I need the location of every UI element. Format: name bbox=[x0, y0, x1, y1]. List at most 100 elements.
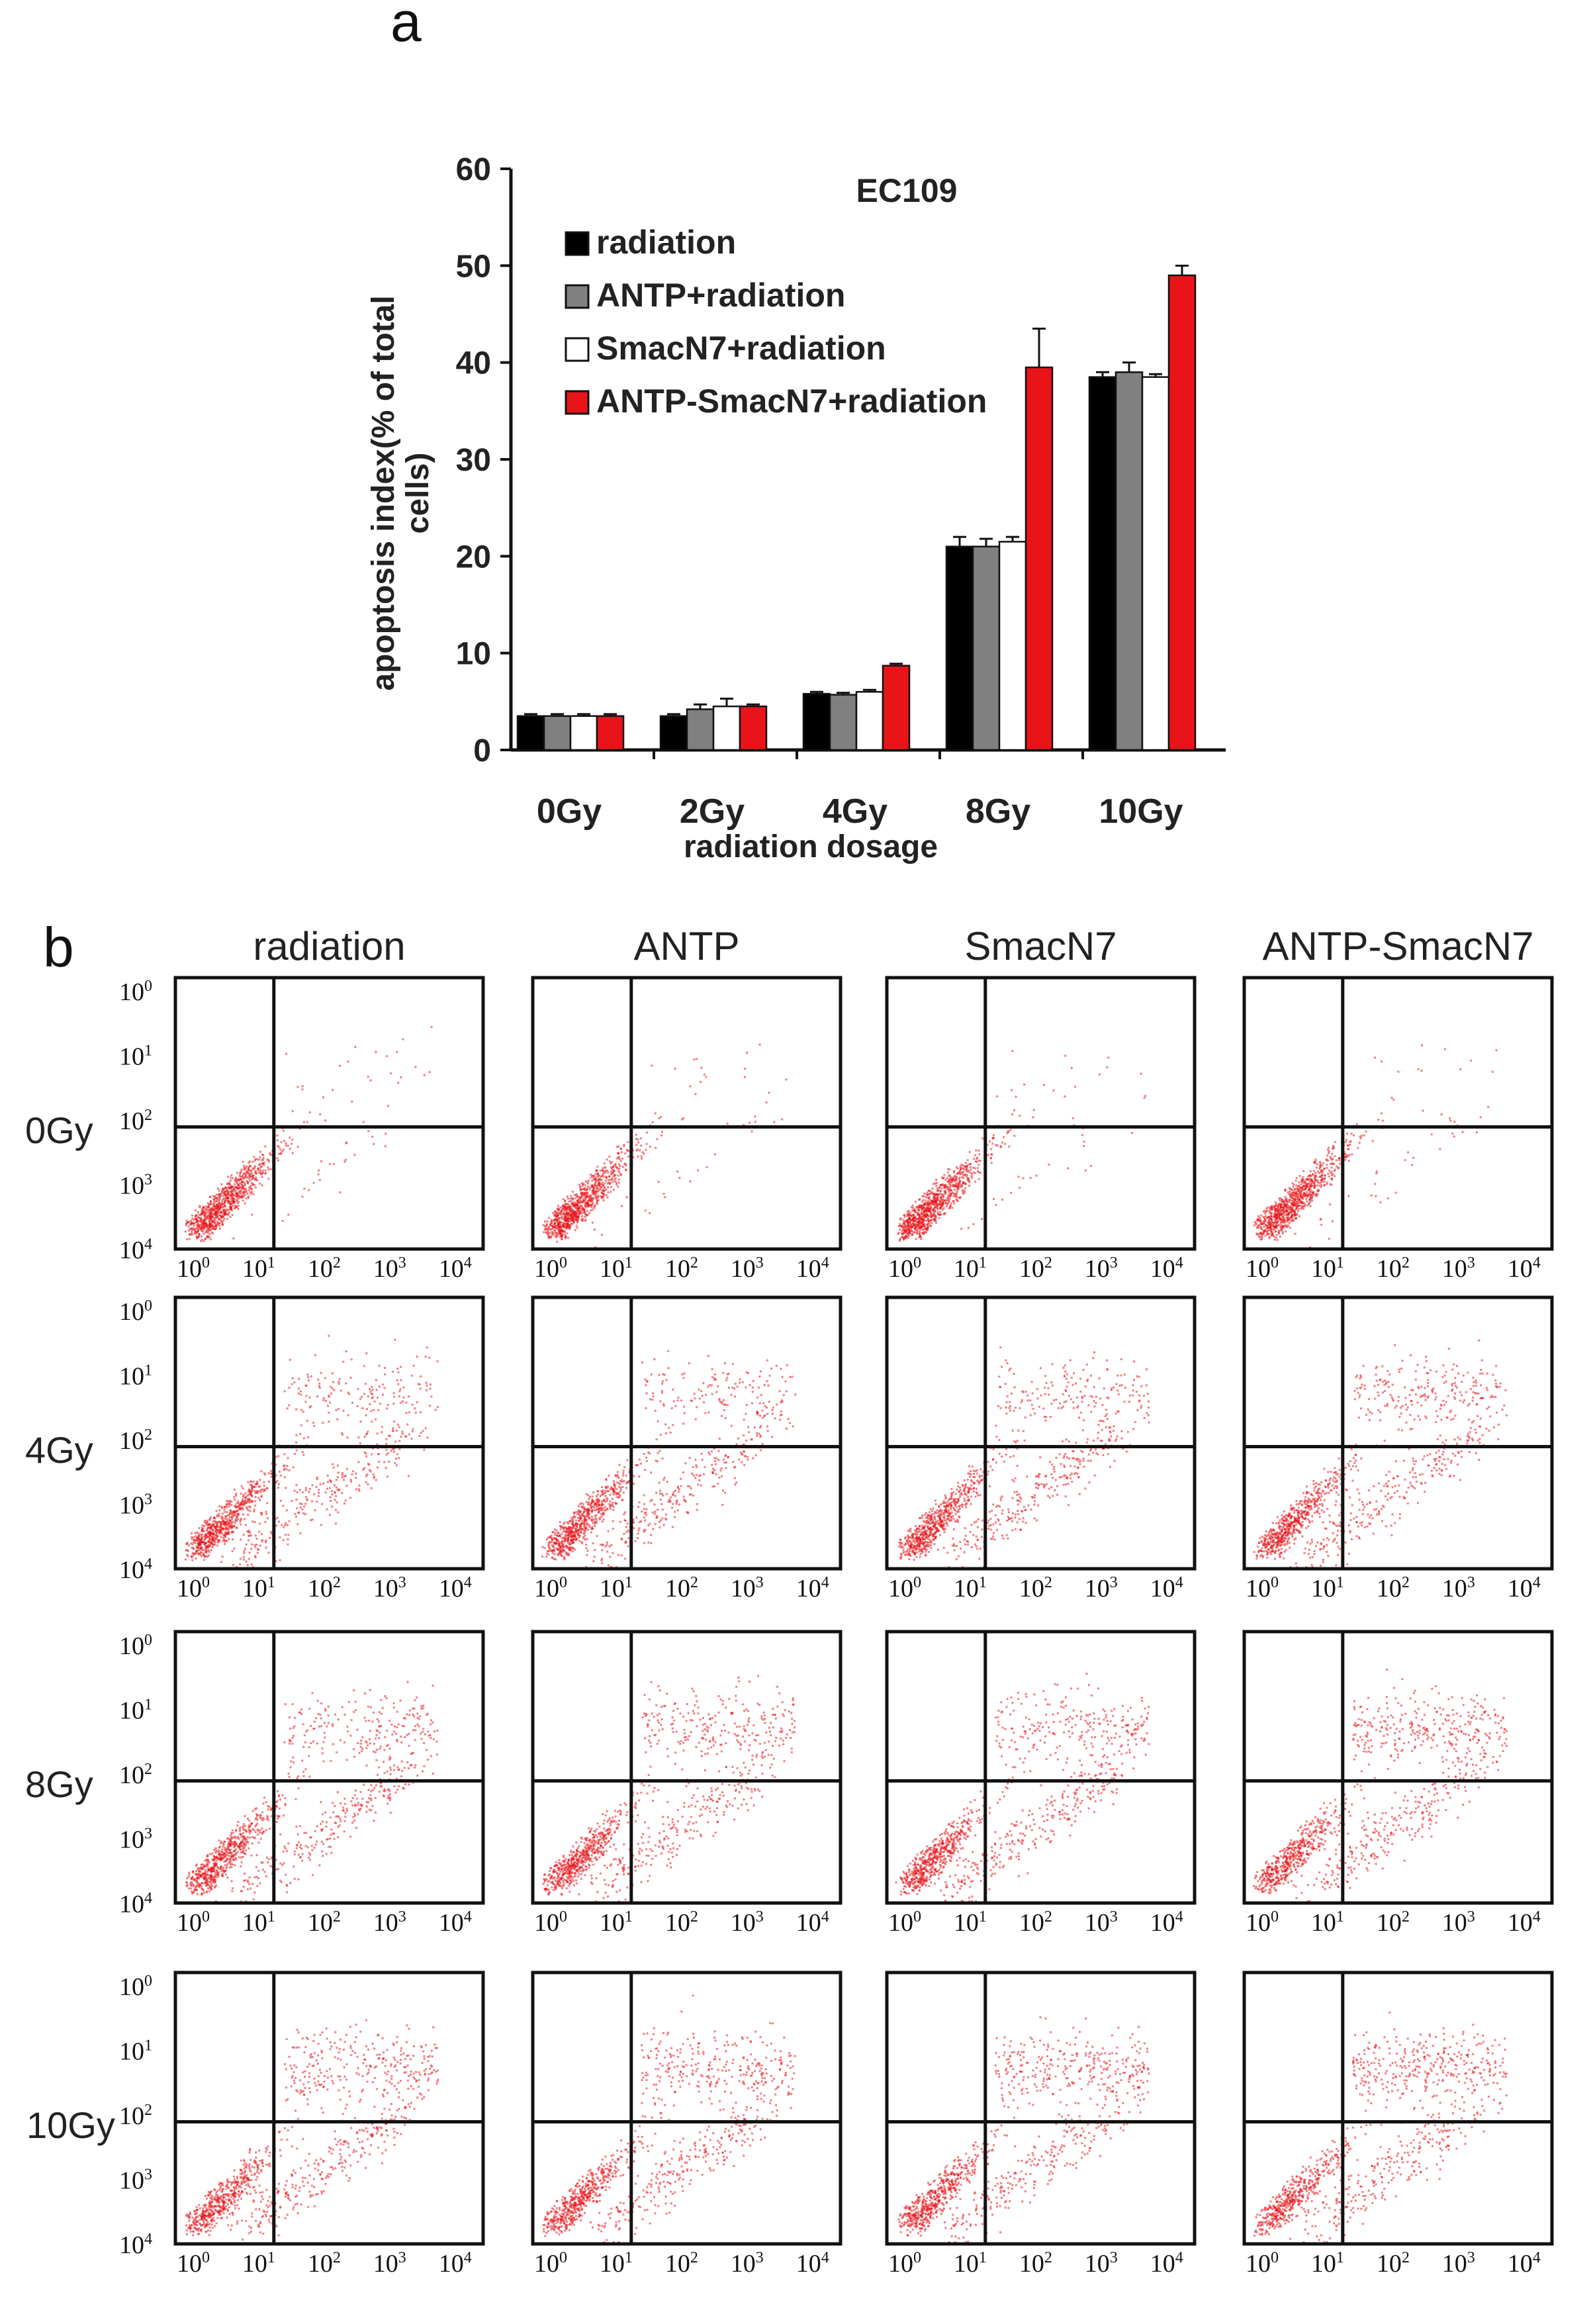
x-tick-label: 104 bbox=[796, 1254, 829, 1283]
dot-plot: 100 101 102 103 104 bbox=[1242, 976, 1554, 1283]
x-tick-label: 100 bbox=[177, 1574, 210, 1603]
dot-plot: 100 101 102 103 104 bbox=[1242, 1971, 1554, 2278]
x-tick-label: 103 bbox=[1442, 2249, 1475, 2278]
x-tick-label: 102 bbox=[308, 1254, 341, 1283]
dot-cloud bbox=[542, 1675, 796, 1902]
x-tick-label: 104 bbox=[439, 1574, 472, 1603]
x-tick-label: 103 bbox=[1085, 1574, 1118, 1603]
x-tick-label: 103 bbox=[731, 1254, 764, 1283]
x-tick-label: 101 bbox=[954, 1908, 987, 1937]
y-tick-label: 100 bbox=[119, 1632, 152, 1660]
x-tick-label: 100 bbox=[534, 1254, 567, 1283]
dot-plot: 100 101 102 103 104 bbox=[531, 1630, 843, 1937]
plot-frame bbox=[531, 976, 843, 1251]
y-tick-label: 50 bbox=[456, 249, 491, 284]
plot-frame bbox=[885, 1295, 1197, 1571]
dot-plot: 100 101 102 103 104 bbox=[531, 1971, 843, 2278]
dot-cloud bbox=[541, 1350, 797, 1568]
bar bbox=[516, 715, 545, 751]
x-tick-label: 2Gy bbox=[680, 792, 745, 831]
bar bbox=[659, 715, 688, 751]
x-tick-label: 101 bbox=[1311, 1574, 1344, 1603]
x-tick-label: 100 bbox=[1246, 1908, 1279, 1937]
y-tick-label: 101 bbox=[119, 1362, 152, 1391]
x-tick-label: 103 bbox=[731, 1908, 764, 1937]
x-tick-label: 8Gy bbox=[966, 792, 1030, 831]
x-tick-label: 102 bbox=[1019, 1908, 1052, 1937]
dot-cloud bbox=[185, 2019, 439, 2241]
x-tick-label: 101 bbox=[954, 1254, 987, 1283]
plot-frame bbox=[1242, 976, 1554, 1251]
x-tick-label: 101 bbox=[242, 1908, 275, 1937]
plot-frame bbox=[885, 1630, 1197, 1905]
chart-title: EC109 bbox=[856, 172, 958, 209]
plot-frame bbox=[885, 976, 1197, 1251]
legend-swatch bbox=[565, 284, 590, 309]
bar bbox=[1115, 371, 1144, 751]
row-header: 10Gy bbox=[26, 2104, 115, 2146]
x-tick-label: 100 bbox=[534, 1908, 567, 1937]
y-tick-label: 102 bbox=[119, 1426, 152, 1455]
legend-entry: radiation bbox=[596, 224, 736, 261]
x-tick-label: 103 bbox=[1085, 1908, 1118, 1937]
row-header: 8Gy bbox=[25, 1763, 93, 1805]
x-tick-label: 100 bbox=[888, 1908, 921, 1937]
panel-a-label: a bbox=[390, 0, 422, 53]
x-tick-label: 102 bbox=[308, 2249, 341, 2278]
plot-frame bbox=[173, 1630, 485, 1905]
bar bbox=[686, 708, 715, 751]
x-tick-label: 104 bbox=[439, 1254, 472, 1283]
column-header: radiation bbox=[253, 924, 405, 968]
x-tick-label: 100 bbox=[888, 2249, 921, 2278]
x-tick-label: 103 bbox=[1085, 1254, 1118, 1283]
x-tick-label: 101 bbox=[242, 1574, 275, 1603]
x-tick-label: 102 bbox=[665, 1574, 698, 1603]
x-tick-label: 103 bbox=[731, 2249, 764, 2278]
x-tick-label: 103 bbox=[1085, 2249, 1118, 2278]
bar bbox=[998, 541, 1027, 751]
bar bbox=[1167, 274, 1197, 751]
bar bbox=[855, 690, 884, 751]
y-tick-label: 0 bbox=[473, 733, 491, 768]
y-tick-label: 102 bbox=[119, 1107, 152, 1135]
x-tick-label: 101 bbox=[600, 1574, 633, 1603]
y-tick-label: 30 bbox=[456, 443, 491, 478]
column-header: ANTP-SmacN7 bbox=[1262, 924, 1533, 968]
dot-plot: 100 101 102 103 104 bbox=[885, 1630, 1197, 1937]
bar bbox=[1025, 366, 1054, 751]
x-tick-label: 100 bbox=[1246, 2249, 1279, 2278]
dot-cloud bbox=[1253, 2011, 1508, 2243]
bar bbox=[596, 715, 625, 751]
x-tick-label: 100 bbox=[1246, 1574, 1279, 1603]
y-axis-label-line2: cells) bbox=[400, 453, 435, 534]
legend-swatch bbox=[565, 337, 590, 362]
panel-b-label: b bbox=[43, 916, 74, 978]
dot-plot: 100 101 102 103 104 bbox=[885, 1971, 1197, 2278]
y-tick-label: 102 bbox=[119, 1761, 152, 1789]
x-tick-label: 103 bbox=[1442, 1574, 1475, 1603]
y-tick-label: 104 bbox=[119, 1556, 152, 1584]
column-header: ANTP bbox=[633, 924, 739, 968]
legend-entry: ANTP-SmacN7+radiation bbox=[596, 383, 987, 420]
bar bbox=[802, 692, 831, 751]
x-tick-label: 102 bbox=[1377, 1908, 1410, 1937]
x-tick-label: 102 bbox=[308, 1908, 341, 1937]
x-tick-label: 104 bbox=[1150, 2249, 1183, 2278]
dot-cloud bbox=[1253, 1339, 1508, 1568]
dot-cloud bbox=[184, 1026, 433, 1242]
plot-frame bbox=[531, 1295, 843, 1571]
y-tick-label: 103 bbox=[119, 1172, 152, 1200]
x-tick-label: 102 bbox=[1377, 1254, 1410, 1283]
plot-frame bbox=[531, 1630, 843, 1905]
x-tick-label: 101 bbox=[242, 1254, 275, 1283]
y-tick-label: 103 bbox=[119, 1491, 152, 1520]
y-axis-label-line1: apoptosis index(% of total bbox=[366, 295, 401, 690]
x-tick-label: 101 bbox=[600, 2249, 633, 2278]
x-tick-label: 100 bbox=[534, 1574, 567, 1603]
x-tick-label: 102 bbox=[665, 1254, 698, 1283]
dot-plot: 100 101 102 103 104 bbox=[885, 1295, 1197, 1603]
dot-cloud bbox=[185, 1681, 439, 1902]
column-header: SmacN7 bbox=[964, 924, 1116, 968]
